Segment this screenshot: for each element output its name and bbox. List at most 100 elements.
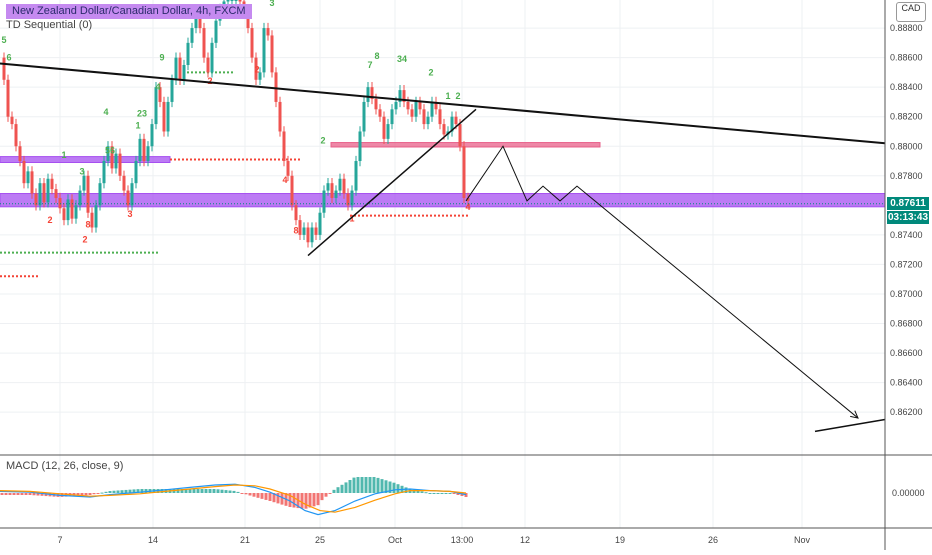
level-dots bbox=[0, 71, 470, 278]
candle-body bbox=[114, 153, 118, 169]
td-sequential-label[interactable]: TD Sequential (0) bbox=[6, 19, 93, 31]
last-price-tag: 0.87611 bbox=[887, 196, 929, 210]
macd-histogram-bar bbox=[464, 493, 468, 497]
candle-body bbox=[282, 131, 286, 162]
candle-body bbox=[202, 28, 206, 58]
candle-body bbox=[34, 193, 38, 206]
macd-histogram-bar bbox=[144, 489, 148, 493]
macd-histogram-bar bbox=[240, 493, 244, 494]
macd-histogram-bar bbox=[416, 490, 420, 493]
candle-body bbox=[450, 116, 454, 132]
macd-histogram-bar bbox=[224, 490, 228, 493]
macd-histogram-bar bbox=[320, 493, 324, 501]
candle-body bbox=[190, 28, 194, 43]
candle-body bbox=[254, 57, 258, 80]
candle-body bbox=[442, 124, 446, 135]
macd-tick-label: 0.00000 bbox=[892, 488, 925, 498]
td-count-label: 8 bbox=[374, 51, 379, 61]
macd-histogram-bar bbox=[264, 493, 268, 500]
macd-histogram-bar bbox=[380, 479, 384, 493]
td-count-label: 5 bbox=[1, 35, 6, 45]
td-count-label: 8 bbox=[85, 220, 90, 230]
x-tick-label: 19 bbox=[615, 535, 625, 545]
candle-body bbox=[58, 197, 62, 209]
candle-body bbox=[78, 190, 82, 206]
macd-label[interactable]: MACD (12, 26, close, 9) bbox=[6, 460, 124, 472]
candle-body bbox=[430, 101, 434, 117]
candle-body bbox=[26, 171, 30, 184]
symbol-title[interactable]: New Zealand Dollar/Canadian Dollar, 4h, … bbox=[6, 4, 252, 19]
y-tick-label: 0.86200 bbox=[890, 407, 923, 417]
candle-body bbox=[186, 42, 190, 65]
candle-body bbox=[194, 13, 198, 29]
candle-body bbox=[170, 79, 174, 102]
candle-body bbox=[402, 90, 406, 102]
td-count-label: 3 bbox=[127, 209, 132, 219]
macd-histogram-bar bbox=[20, 493, 24, 495]
candle-body bbox=[326, 183, 330, 191]
candle-body bbox=[310, 227, 314, 243]
candle-body bbox=[466, 197, 470, 201]
macd-histogram-bar bbox=[376, 477, 380, 493]
currency-badge[interactable]: CAD bbox=[896, 2, 926, 22]
trendlines bbox=[0, 62, 886, 433]
macd-histogram-bar bbox=[344, 482, 348, 493]
bottom-line bbox=[814, 418, 886, 433]
macd-histogram-bar bbox=[0, 493, 4, 495]
macd-histogram-bar bbox=[208, 489, 212, 493]
macd-histogram-bar bbox=[136, 489, 140, 493]
currency-text: CAD bbox=[901, 3, 921, 13]
candle-body bbox=[306, 227, 310, 243]
macd-histogram-bar bbox=[340, 484, 344, 493]
td-count-label: 2 bbox=[207, 76, 212, 86]
macd-histogram-bar bbox=[388, 481, 392, 493]
candle-body bbox=[174, 57, 178, 80]
macd-histogram-bar bbox=[120, 490, 124, 493]
macd-histogram-bar bbox=[4, 493, 8, 495]
candle-body bbox=[270, 35, 274, 73]
candle-body bbox=[66, 199, 70, 221]
candle-body bbox=[330, 183, 334, 198]
candle-body bbox=[382, 116, 386, 139]
candle-body bbox=[354, 161, 358, 191]
candle-body bbox=[14, 124, 18, 147]
candle-body bbox=[90, 212, 94, 228]
candle-body bbox=[130, 183, 134, 206]
macd-histogram-bar bbox=[352, 477, 356, 493]
countdown-tag: 03:13:43 bbox=[887, 210, 929, 224]
macd-histogram-bar bbox=[80, 493, 84, 496]
candle-body bbox=[346, 193, 350, 206]
td-count-label: 7 bbox=[367, 60, 372, 70]
y-tick-label: 0.88400 bbox=[890, 82, 923, 92]
candle-body bbox=[290, 175, 294, 206]
candle-body bbox=[258, 72, 262, 80]
td-count-label: 6 bbox=[6, 53, 11, 63]
macd-histogram-bar bbox=[332, 489, 336, 493]
candle-body bbox=[454, 116, 458, 125]
candle-body bbox=[6, 79, 10, 117]
macd-histogram-bar bbox=[292, 493, 296, 508]
downtrend-line bbox=[0, 62, 886, 145]
macd-histogram-bar bbox=[308, 493, 312, 508]
candle-body bbox=[146, 146, 150, 162]
candle-body bbox=[338, 178, 342, 191]
candle-body bbox=[182, 65, 186, 80]
candles bbox=[2, 0, 470, 248]
x-tick-label: 13:00 bbox=[451, 535, 474, 545]
macd-histogram-bar bbox=[40, 493, 44, 496]
grid bbox=[0, 0, 885, 528]
candle-body bbox=[250, 28, 254, 58]
macd-histogram-bar bbox=[248, 493, 252, 496]
macd-histogram-bar bbox=[436, 493, 440, 494]
candle-body bbox=[266, 28, 270, 36]
x-tick-label: 25 bbox=[315, 535, 325, 545]
macd-pane bbox=[0, 477, 468, 516]
macd-histogram-bar bbox=[188, 489, 192, 493]
td-count-label: 2 bbox=[254, 64, 259, 74]
y-tick-label: 0.86800 bbox=[890, 319, 923, 329]
macd-histogram-bar bbox=[452, 493, 456, 494]
td-count-label: 8 bbox=[293, 225, 298, 235]
macd-histogram-bar bbox=[12, 493, 16, 495]
